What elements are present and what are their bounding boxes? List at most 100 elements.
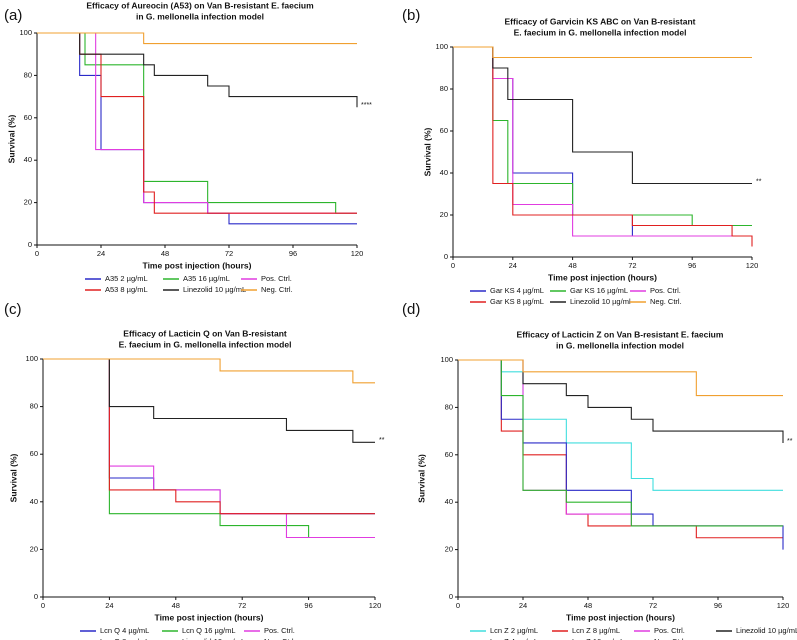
legend-label: Neg. Ctrl. bbox=[650, 297, 682, 306]
y-tick-label: 0 bbox=[28, 240, 32, 249]
legend-label: Lcn Q 4 µg/mL bbox=[100, 626, 149, 635]
significance: ** bbox=[379, 437, 385, 444]
legend-label: Linezolid 10 µg/mL bbox=[736, 626, 797, 635]
panel-label: (a) bbox=[4, 7, 22, 24]
survival-curve bbox=[453, 46, 752, 237]
y-tick-label: 40 bbox=[30, 497, 38, 506]
survival-curve bbox=[458, 359, 783, 539]
chart-title: E. faecium in G. mellonella infection mo… bbox=[514, 27, 687, 37]
y-tick-label: 20 bbox=[445, 545, 453, 554]
x-tick-label: 24 bbox=[509, 261, 517, 270]
x-tick-label: 96 bbox=[688, 261, 696, 270]
y-tick-label: 40 bbox=[445, 497, 453, 506]
survival-curve bbox=[458, 359, 783, 491]
legend-label: Gar KS 4 µg/mL bbox=[490, 286, 544, 295]
y-tick-label: 40 bbox=[440, 168, 448, 177]
x-tick-label: 24 bbox=[97, 249, 105, 258]
y-tick-label: 80 bbox=[30, 402, 38, 411]
chart-title: in G. mellonella infection model bbox=[556, 340, 684, 350]
y-tick-label: 100 bbox=[440, 355, 453, 364]
x-axis-title: Time post injection (hours) bbox=[548, 272, 657, 282]
x-tick-label: 0 bbox=[451, 261, 455, 270]
y-tick-label: 20 bbox=[30, 544, 38, 553]
legend-label: Lcn Q 8 µg/mL bbox=[100, 637, 149, 640]
y-axis-title: Survival (%) bbox=[8, 454, 18, 503]
panel-label: (b) bbox=[402, 7, 420, 24]
x-tick-label: 24 bbox=[519, 601, 527, 610]
survival-curve bbox=[43, 358, 375, 515]
x-tick-label: 72 bbox=[628, 261, 636, 270]
legend-label: A53 8 µg/mL bbox=[105, 285, 148, 294]
significance: **** bbox=[361, 102, 372, 109]
legend-label: Neg. Ctrl. bbox=[261, 285, 293, 294]
significance: ** bbox=[787, 438, 793, 445]
y-tick-label: 0 bbox=[449, 592, 453, 601]
x-tick-label: 96 bbox=[714, 601, 722, 610]
panel-label: (d) bbox=[402, 301, 420, 318]
chart-title: Efficacy of Lacticin Q on Van B-resistan… bbox=[123, 328, 287, 338]
chart-title: in G. mellonella infection model bbox=[136, 11, 264, 21]
legend-label: Neg. Ctrl. bbox=[654, 637, 686, 640]
x-axis-title: Time post injection (hours) bbox=[155, 612, 264, 622]
x-tick-label: 0 bbox=[35, 249, 39, 258]
legend-label: Pos. Ctrl. bbox=[654, 626, 685, 635]
y-tick-label: 80 bbox=[24, 70, 32, 79]
x-tick-label: 72 bbox=[649, 601, 657, 610]
chart-title: Efficacy of Garvicin KS ABC on Van B-res… bbox=[505, 16, 696, 26]
y-tick-label: 100 bbox=[19, 28, 32, 37]
x-tick-label: 24 bbox=[105, 601, 113, 610]
x-tick-label: 48 bbox=[172, 601, 180, 610]
legend-label: Pos. Ctrl. bbox=[650, 286, 681, 295]
legend-label: A35 16 µg/mL bbox=[183, 274, 230, 283]
survival-curve bbox=[453, 46, 752, 185]
panel-label: (c) bbox=[4, 301, 22, 318]
x-tick-label: 96 bbox=[289, 249, 297, 258]
legend-label: Lcn Q 16 µg/mL bbox=[182, 626, 236, 635]
survival-curve bbox=[458, 359, 783, 397]
legend-label: A35 2 µg/mL bbox=[105, 274, 148, 283]
legend-label: Linezolid 10 µg/mL bbox=[182, 637, 245, 640]
survival-curve bbox=[43, 358, 375, 539]
y-tick-label: 0 bbox=[34, 592, 38, 601]
legend-label: Lcn Z 4 µg/mL bbox=[490, 637, 538, 640]
x-tick-label: 120 bbox=[369, 601, 382, 610]
legend-label: Gar KS 16 µg/mL bbox=[570, 286, 628, 295]
legend-label: Pos. Ctrl. bbox=[264, 626, 295, 635]
x-axis-title: Time post injection (hours) bbox=[143, 260, 252, 270]
survival-curve bbox=[37, 32, 358, 108]
y-axis-title: Survival (%) bbox=[422, 128, 432, 177]
x-tick-label: 72 bbox=[225, 249, 233, 258]
survival-curve bbox=[43, 358, 375, 443]
legend-label: Linezolid 10 µg/ml bbox=[570, 297, 631, 306]
chart-title: Efficacy of Lacticin Z on Van B-resistan… bbox=[517, 329, 724, 339]
y-axis-title: Survival (%) bbox=[416, 454, 426, 503]
y-axis-title: Survival (%) bbox=[6, 115, 16, 164]
significance: ** bbox=[756, 178, 762, 185]
y-tick-label: 20 bbox=[24, 198, 32, 207]
chart-title: E. faecium in G. mellonella infection mo… bbox=[119, 339, 292, 349]
y-tick-label: 80 bbox=[440, 84, 448, 93]
x-tick-label: 120 bbox=[351, 249, 364, 258]
y-tick-label: 0 bbox=[444, 252, 448, 261]
y-tick-label: 80 bbox=[445, 402, 453, 411]
legend-label: Lcn Z 8 µg/mL bbox=[572, 626, 620, 635]
x-tick-label: 120 bbox=[777, 601, 790, 610]
legend-label: Gar KS 8 µg/mL bbox=[490, 297, 544, 306]
x-tick-label: 72 bbox=[238, 601, 246, 610]
y-tick-label: 60 bbox=[24, 113, 32, 122]
y-tick-label: 100 bbox=[435, 42, 448, 51]
survival-curve bbox=[458, 359, 784, 550]
legend-label: Pos. Ctrl. bbox=[261, 274, 292, 283]
chart-title: Efficacy of Aureocin (A53) on Van B-resi… bbox=[86, 0, 314, 10]
survival-curve bbox=[458, 359, 784, 443]
survival-curve bbox=[458, 359, 783, 527]
survival-curve bbox=[43, 358, 375, 384]
legend-label: Neg. Ctrl. bbox=[264, 637, 296, 640]
survival-curve bbox=[453, 46, 753, 247]
x-tick-label: 96 bbox=[304, 601, 312, 610]
y-tick-label: 60 bbox=[445, 450, 453, 459]
y-tick-label: 60 bbox=[30, 449, 38, 458]
survival-curve bbox=[453, 46, 752, 227]
survival-curve bbox=[453, 46, 752, 59]
